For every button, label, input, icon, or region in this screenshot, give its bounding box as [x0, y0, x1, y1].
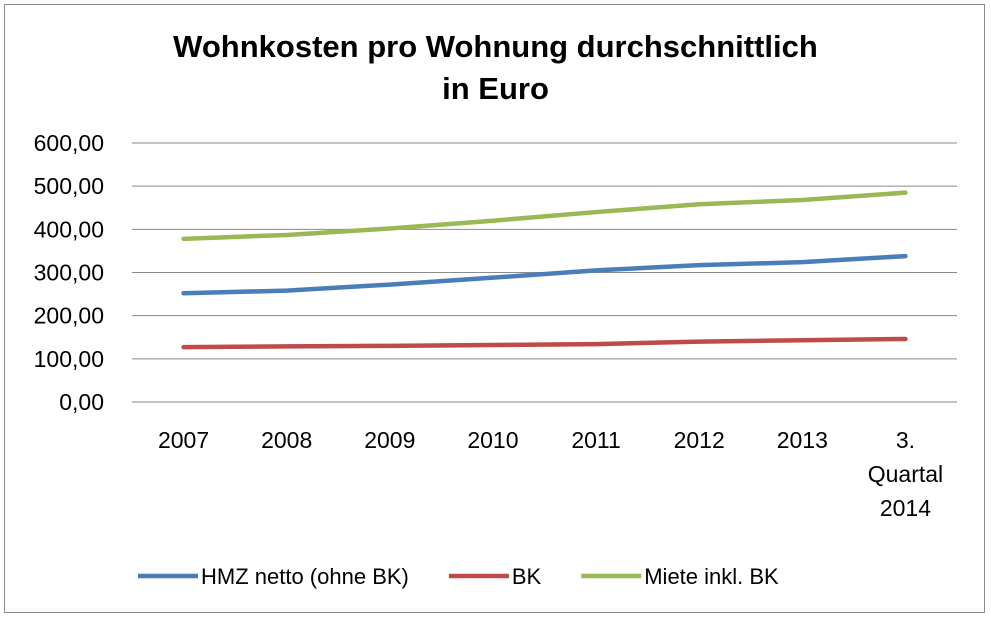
legend-label: HMZ netto (ohne BK): [201, 564, 409, 589]
chart-title-line-2: in Euro: [442, 71, 549, 106]
x-axis-category-labels: 2007 2008 2009 2010 2011 2012 2013 3. Quartal 201…: [158, 427, 943, 521]
x-category-label: 2009: [364, 427, 415, 453]
chart-frame: [4, 4, 985, 613]
chart-title: Wohnkosten pro Wohnung durchschnittlich …: [0, 26, 991, 110]
x-category-label: 2011: [571, 427, 620, 453]
series-line: [181, 190, 908, 242]
series-line: [181, 253, 908, 296]
x-category-label: 2013: [777, 427, 828, 453]
series-line: [181, 336, 908, 350]
y-tick-label: 300,00: [34, 260, 104, 286]
legend-label: Miete inkl. BK: [644, 564, 779, 589]
x-category-label: 3. Quartal 2014: [868, 427, 943, 521]
y-tick-label: 100,00: [34, 346, 104, 372]
x-category-label: 2007: [158, 427, 209, 453]
legend-label: BK: [512, 564, 542, 589]
y-tick-label: 600,00: [34, 130, 104, 156]
legend: HMZ netto (ohne BK) BK Miete inkl. BK: [138, 564, 779, 589]
chart-title-line-1: Wohnkosten pro Wohnung durchschnittlich: [173, 29, 818, 64]
y-tick-label: 0,00: [59, 389, 104, 415]
y-tick-label: 200,00: [34, 303, 104, 329]
x-category-label: 2008: [261, 427, 312, 453]
y-tick-label: 400,00: [34, 216, 104, 242]
x-category-label: 2012: [674, 427, 725, 453]
x-category-label: 2010: [467, 427, 518, 453]
series-lines: [181, 190, 908, 350]
y-tick-label: 500,00: [34, 173, 104, 199]
y-axis-tick-labels: 0,00 100,00 200,00 300,00 400,00 500,00 600,00: [34, 130, 104, 415]
